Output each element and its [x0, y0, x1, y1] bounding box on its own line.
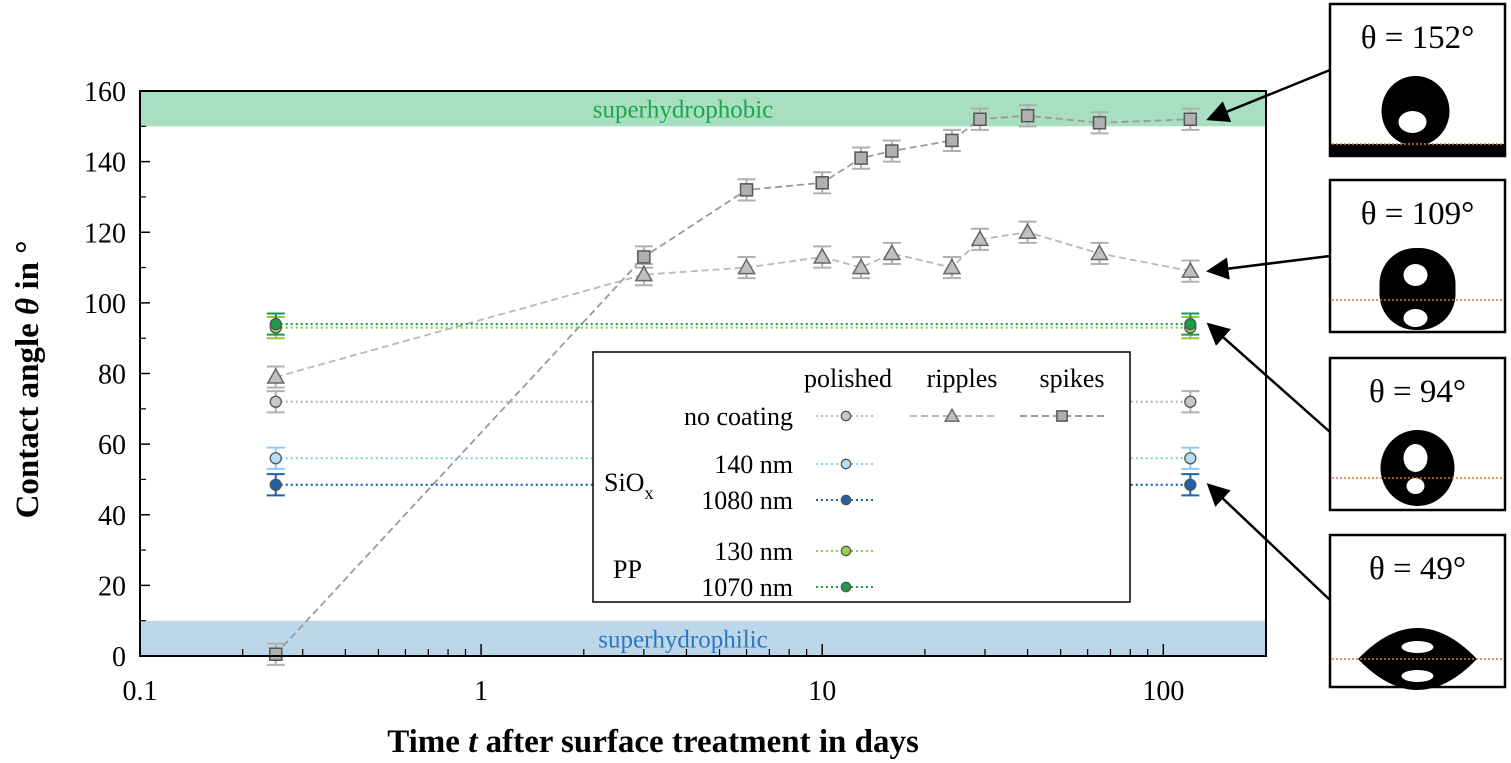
spikes-point — [885, 144, 899, 158]
y-axis-label-pre: Contact angle — [10, 315, 46, 518]
ripples-point — [634, 265, 654, 282]
y-axis-label-post: in ° — [10, 241, 46, 298]
legend-marker — [840, 458, 852, 470]
inset-angle-label: θ = 94° — [1369, 374, 1466, 410]
spikes-point — [945, 133, 959, 148]
legend-marker — [840, 545, 852, 557]
x-tick-label: 0.1 — [123, 676, 158, 707]
droplet-highlight — [1403, 264, 1428, 286]
droplet-highlight — [1401, 670, 1434, 682]
legend-col-header: polished — [804, 364, 892, 393]
legend-group-siox-sub: x — [644, 483, 653, 503]
pp-1070-nm-point — [269, 317, 282, 331]
legend-box — [592, 351, 1131, 603]
y-tick-label: 80 — [98, 360, 126, 391]
siox-140-nm-point — [1184, 452, 1197, 465]
ripples-point — [970, 229, 990, 247]
inset-arrow — [1206, 483, 1331, 601]
ripples-point — [737, 258, 756, 275]
no-coating-polished-point — [1184, 395, 1197, 408]
spikes-point — [1092, 116, 1107, 130]
y-tick-label: 40 — [98, 501, 126, 532]
droplet-highlight — [1403, 444, 1428, 472]
droplet-highlight — [1406, 478, 1425, 494]
legend-marker — [943, 407, 961, 422]
x-axis-label-var: t — [468, 724, 478, 760]
droplet-highlight — [1403, 309, 1428, 327]
spikes-point — [1183, 112, 1198, 126]
legend-row-label: no coating — [684, 402, 793, 431]
x-tick-label: 10 — [808, 676, 836, 707]
x-axis-label: Time t after surface treatment in days — [387, 724, 919, 760]
spikes-point — [268, 647, 283, 661]
legend-col-header: ripples — [927, 364, 998, 393]
pp-1070-nm-point — [1184, 317, 1197, 331]
legend-marker — [840, 494, 852, 506]
spikes-point — [739, 183, 754, 197]
droplet-highlight — [1398, 111, 1427, 133]
legend-group-siox: SiOx — [604, 468, 653, 503]
legend-marker — [840, 410, 852, 422]
legend-col-header: spikes — [1040, 364, 1105, 393]
siox-140-nm-point — [269, 452, 282, 465]
superhydrophobic-band-label: superhydrophobic — [593, 97, 774, 124]
y-axis-label: Contact angle θ in ° — [10, 241, 46, 519]
legend-row-label: 130 nm — [714, 537, 793, 566]
inset-angle-label: θ = 109° — [1361, 196, 1475, 232]
y-axis-label-var: θ — [10, 298, 46, 315]
x-tick-label: 1 — [474, 676, 488, 707]
y-tick-label: 0 — [112, 642, 126, 673]
x-axis-label-pre: Time — [387, 724, 468, 760]
superhydrophilic-band — [140, 620, 1266, 656]
x-axis-label-post: after surface treatment in days — [477, 724, 919, 760]
ripples-point — [1018, 222, 1037, 239]
siox-1080-nm-point — [1184, 478, 1197, 491]
ripples-point — [1090, 243, 1109, 261]
siox-1080-nm-point — [269, 478, 282, 491]
ripples-point — [942, 258, 962, 275]
y-tick-label: 140 — [84, 148, 126, 179]
y-tick-label: 160 — [84, 77, 126, 108]
inset-arrow — [1206, 68, 1331, 123]
y-tick-label: 60 — [98, 430, 126, 461]
legend-group-siox-main: SiO — [604, 468, 644, 497]
legend-group-pp: PP — [613, 555, 642, 584]
no-coating-polished-point — [269, 395, 282, 408]
ripples-point — [882, 243, 902, 261]
inset-arrow — [1206, 254, 1331, 280]
spikes-point — [637, 250, 651, 264]
x-tick-label: 100 — [1142, 676, 1184, 707]
droplet-highlight — [1401, 641, 1434, 653]
superhydrophilic-band-label: superhydrophilic — [598, 626, 767, 653]
droplet — [1379, 248, 1456, 330]
legend-row-label: 140 nm — [714, 450, 793, 479]
legend-marker — [840, 581, 852, 593]
inset-arrow — [1206, 322, 1331, 433]
inset-angle-label: θ = 49° — [1369, 551, 1466, 587]
ripples-point — [812, 247, 832, 264]
spikes-point — [973, 112, 987, 126]
spikes-point — [1020, 108, 1035, 123]
droplet — [1381, 76, 1450, 146]
legend-marker — [1056, 410, 1068, 422]
ripples-point — [1181, 261, 1200, 278]
inset-substrate — [1331, 144, 1504, 155]
spikes-point — [854, 151, 868, 165]
ripples-point — [266, 367, 286, 384]
inset-angle-label: θ = 152° — [1361, 20, 1475, 56]
ripples-point — [851, 258, 871, 275]
legend-row-label: 1070 nm — [701, 573, 793, 602]
y-tick-label: 100 — [84, 289, 126, 320]
y-tick-label: 120 — [84, 218, 126, 249]
spikes-point — [815, 176, 829, 190]
legend-row-label: 1080 nm — [701, 486, 793, 515]
y-tick-label: 20 — [98, 571, 126, 602]
